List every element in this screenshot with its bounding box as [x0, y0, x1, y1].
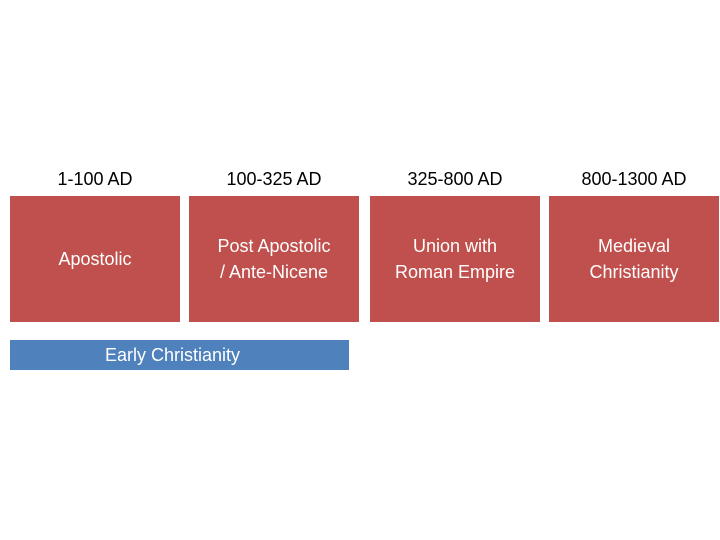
- period-date: 1-100 AD: [57, 169, 133, 189]
- period-date: 800-1300 AD: [581, 169, 687, 189]
- period-label: Union with Roman Empire: [394, 236, 516, 282]
- period-label: Post Apostolic / Ante-Nicene: [217, 236, 331, 282]
- era-bar: Early Christianity: [10, 340, 349, 370]
- period-3: 325-800 AD Union with Roman Empire: [370, 165, 540, 322]
- period-1: 1-100 AD Apostolic: [10, 165, 180, 322]
- period-4: 800-1300 AD Medieval Christianity: [549, 165, 719, 322]
- period-2: 100-325 AD Post Apostolic / Ante-Nicene: [189, 165, 359, 322]
- period-date: 325-800 AD: [407, 169, 503, 189]
- period-box: Union with Roman Empire: [370, 196, 540, 322]
- period-label: Apostolic: [58, 249, 132, 269]
- period-box: Apostolic: [10, 196, 180, 322]
- period-box: Medieval Christianity: [549, 196, 719, 322]
- period-date: 100-325 AD: [226, 169, 322, 189]
- period-box: Post Apostolic / Ante-Nicene: [189, 196, 359, 322]
- period-label: Medieval Christianity: [589, 236, 679, 282]
- era-bar-label: Early Christianity: [105, 345, 241, 365]
